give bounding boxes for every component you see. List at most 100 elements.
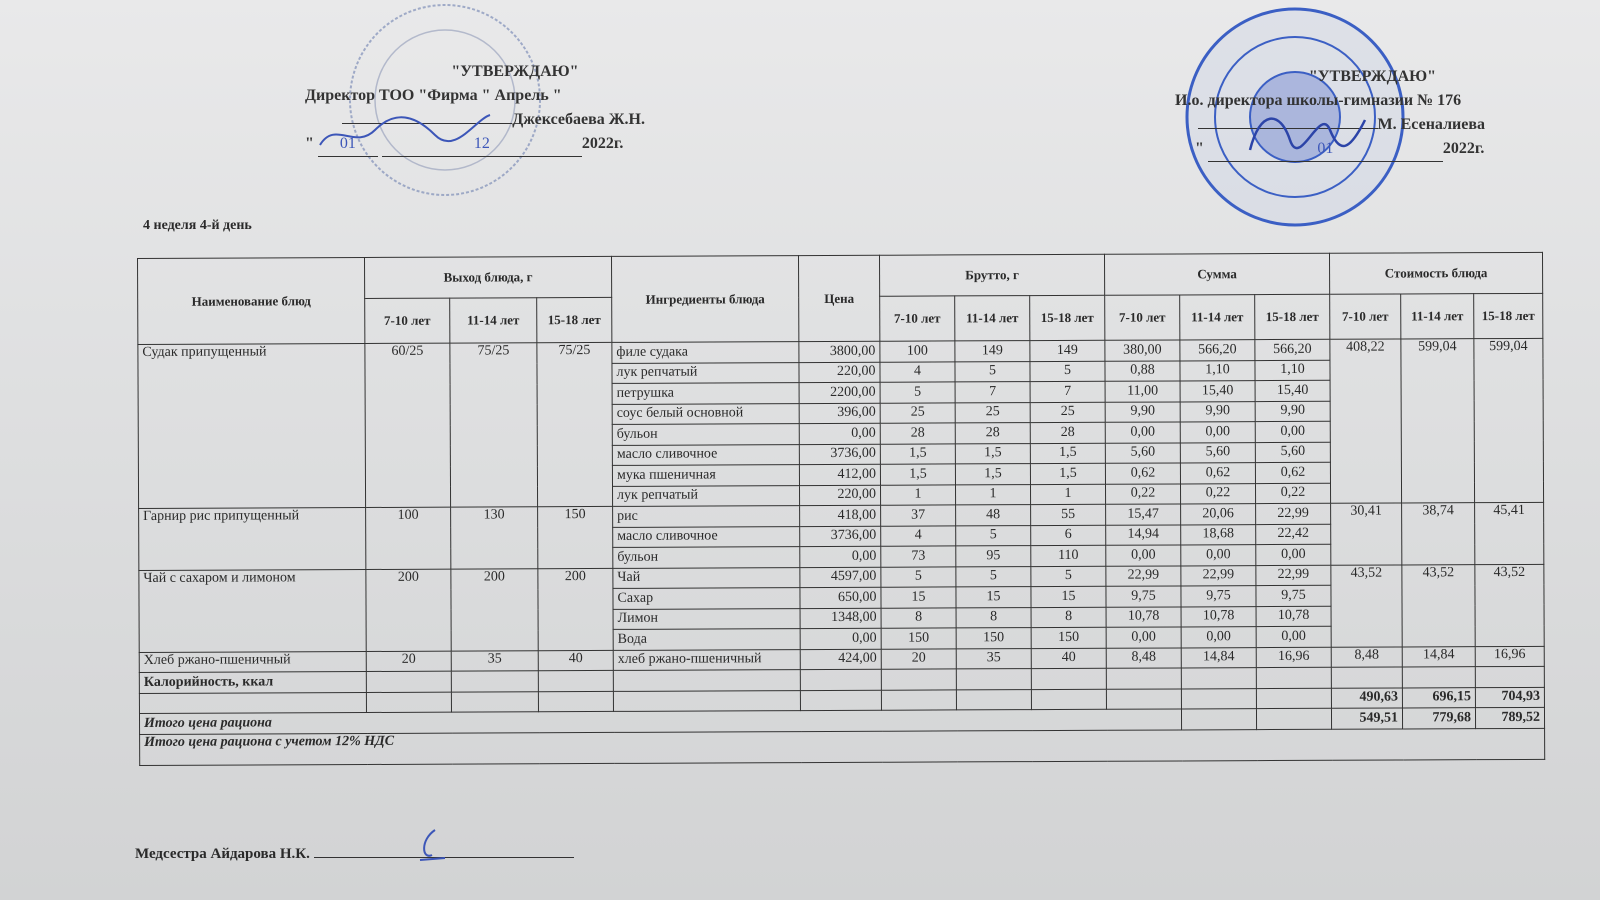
empty-cell [1181,688,1257,709]
ingredient-brutto: 1,5 [1030,463,1106,485]
ingredient-sum: 10,78 [1181,606,1257,627]
header-age: 7-10 лет [364,298,450,344]
header-age: 15-18 лет [536,297,612,343]
approval-block-right: "УТВЕРЖДАЮ" И.о. директора школы-гимнази… [1175,65,1510,162]
day-label: 4 неделя 4-й день [143,218,252,233]
dish-name: Хлеб ржано-пшеничный [139,651,367,673]
ingredient-sum: 16,96 [1256,646,1332,668]
empty-cell [451,691,539,713]
ingredient-price: 0,00 [800,628,882,650]
ingredient-price: 220,00 [798,361,881,383]
ingredient-sum: 9,75 [1255,585,1332,607]
ingredient-brutto: 5 [1030,565,1106,587]
dish-cost: 45,41 [1474,502,1544,565]
ingredient-sum: 0,62 [1255,462,1331,484]
ingredient-brutto: 5 [955,525,1031,546]
header-age: 7-10 лет [1104,294,1180,341]
ingredient-name: Сахар [612,587,801,609]
ingredient-brutto: 28 [880,422,956,444]
ingredient-name: хлеб ржано-пшеничный [613,649,801,671]
total-value: 789,52 [1475,707,1545,729]
ingredient-brutto: 73 [880,545,956,567]
empty-cell [1256,708,1332,730]
ingredient-price: 1348,00 [800,607,882,629]
ingredient-brutto: 40 [1031,647,1107,669]
ingredient-price: 3736,00 [799,525,881,547]
empty-cell [366,671,452,693]
subtotal-value: 696,15 [1402,687,1476,708]
dish-output: 75/25 [536,342,613,507]
ingredient-brutto: 20 [881,648,957,670]
ingredient-brutto: 1,5 [1030,442,1106,464]
ingredient-sum: 14,94 [1105,524,1181,546]
dish-output: 75/25 [449,342,538,508]
ingredient-brutto: 25 [880,402,956,424]
dish-output: 200 [537,567,614,651]
header-price: Цена [798,255,880,342]
ingredient-brutto: 6 [1030,524,1106,546]
ingredient-sum: 10,78 [1256,605,1332,627]
empty-cell [139,692,367,714]
ingredient-brutto: 48 [955,504,1031,526]
ingredient-brutto: 110 [1030,545,1106,567]
dish-cost: 30,41 [1330,502,1402,565]
dish-name: Чай с сахаром и лимоном [138,569,367,652]
ingredient-brutto: 5 [955,566,1031,587]
empty-cell [1106,667,1182,689]
ingredient-sum: 0,00 [1106,626,1182,648]
empty-cell [956,689,1032,710]
ingredient-sum: 0,00 [1180,421,1256,443]
ingredient-sum: 22,99 [1255,503,1331,525]
ingredient-sum: 0,22 [1180,483,1256,504]
ingredient-brutto: 150 [1031,627,1107,649]
approval-position: Директор ТОО "Фирма " Апрель " [305,87,562,104]
dish-name: Гарнир рис припущенный [138,507,366,570]
dish-cost: 43,52 [1401,564,1476,647]
approval-position: И.о. директора школы-гимназии № 176 [1175,92,1462,109]
ingredient-brutto: 1 [1030,483,1106,505]
dish-output: 130 [450,506,538,569]
ingredient-brutto: 8 [1031,606,1107,628]
ingredient-brutto: 1,5 [955,443,1031,464]
ingredient-sum: 5,60 [1105,442,1181,464]
ingredient-price: 0,00 [799,546,881,568]
ingredient-sum: 5,60 [1180,442,1256,463]
header-dish: Наименование блюд [137,257,365,345]
ingredient-name: рис [612,505,800,527]
empty-cell [1181,708,1257,730]
ingredient-brutto: 4 [880,525,956,547]
ingredient-price: 3800,00 [798,341,880,363]
ingredient-brutto: 149 [1029,340,1105,362]
empty-cell [1402,666,1476,688]
header-cost: Стоимость блюда [1329,252,1543,295]
empty-cell [800,669,882,691]
ingredient-name: бульон [612,423,800,445]
nurse-label: Медсестра Айдарова Н.К. [135,846,310,862]
header-age: 11-14 лет [954,295,1030,341]
ingredient-brutto: 5 [880,566,956,588]
empty-cell [613,690,801,712]
ingredient-brutto: 1,5 [955,463,1031,485]
ingredient-name: Лимон [613,608,801,630]
ingredient-sum: 20,06 [1180,503,1256,525]
ingredient-name: филе судака [611,341,799,363]
ingredient-sum: 380,00 [1104,339,1180,361]
header-brutto: Брутто, г [879,254,1105,297]
ingredient-sum: 15,40 [1255,380,1331,402]
empty-cell [613,669,801,691]
ingredient-sum: 22,99 [1180,565,1256,586]
header-age: 11-14 лет [1400,293,1474,339]
ingredient-brutto: 5 [880,381,956,403]
ingredient-brutto: 25 [1030,401,1106,423]
dish-cost: 599,04 [1473,338,1544,503]
ingredient-sum: 14,84 [1181,647,1257,668]
dish-cost: 14,84 [1402,646,1476,667]
header-age: 11-14 лет [1179,294,1255,340]
empty-cell [956,668,1032,690]
ingredient-brutto: 149 [954,340,1030,362]
empty-cell [800,689,882,711]
dish-output: 20 [366,650,452,672]
ingredient-brutto: 7 [955,381,1031,403]
ingredient-brutto: 28 [1030,422,1106,444]
empty-cell [881,689,957,711]
